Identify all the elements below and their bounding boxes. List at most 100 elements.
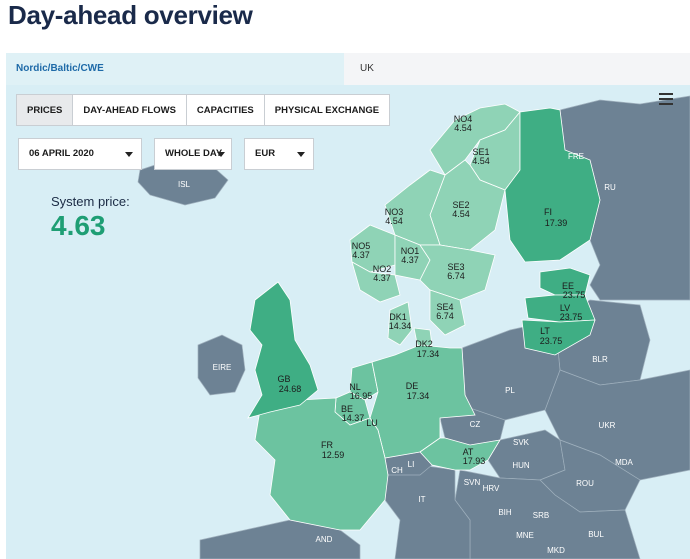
label-no5-code: NO5 xyxy=(352,241,371,251)
area-fr xyxy=(254,397,389,531)
label-no4-price: 4.54 xyxy=(454,123,472,133)
label-se1-code: SE1 xyxy=(472,147,489,157)
label-svn: SVN xyxy=(464,478,481,487)
label-se3-price: 6.74 xyxy=(447,271,465,281)
area-no2 xyxy=(351,261,401,303)
label-at-price: 17.93 xyxy=(463,456,486,466)
area-dk2 xyxy=(413,327,433,349)
label-and: AND xyxy=(316,535,333,544)
label-be-price: 14.37 xyxy=(342,413,365,423)
price-map: NO4 4.54 SE1 4.54 SE2 4.54 NO3 4.54 NO5 … xyxy=(137,95,690,559)
area-se3 xyxy=(419,244,496,301)
physical-exchange-button[interactable]: PHYSICAL EXCHANGE xyxy=(263,94,391,126)
label-lt-price: 23.75 xyxy=(540,336,563,346)
label-fi-price: 17.39 xyxy=(545,218,568,228)
label-dk2-price: 17.34 xyxy=(417,349,440,359)
day-ahead-flows-button[interactable]: DAY-AHEAD FLOWS xyxy=(72,94,187,126)
label-bih: BIH xyxy=(498,508,512,517)
label-fr-price: 12.59 xyxy=(322,450,345,460)
region-tabbar: Nordic/Baltic/CWE UK xyxy=(6,53,690,85)
label-at-code: AT xyxy=(463,447,474,457)
label-se4-code: SE4 xyxy=(436,302,453,312)
currency-value: EUR xyxy=(255,148,276,159)
page-title: Day-ahead overview xyxy=(8,0,253,30)
label-de-code: DE xyxy=(406,381,419,391)
label-se3-code: SE3 xyxy=(447,262,464,272)
label-hrv: HRV xyxy=(483,484,500,493)
label-be-code: BE xyxy=(341,404,353,414)
area-at xyxy=(419,437,501,471)
label-pl: PL xyxy=(505,386,515,395)
label-mda: MDA xyxy=(615,458,633,467)
label-de-price: 17.34 xyxy=(407,391,430,401)
label-hun: HUN xyxy=(512,461,530,470)
label-no3-price: 4.54 xyxy=(385,216,403,226)
label-blr: BLR xyxy=(592,355,608,364)
label-no2-price: 4.37 xyxy=(373,273,391,283)
system-price-label: System price: xyxy=(51,194,130,209)
label-se2-code: SE2 xyxy=(452,200,469,210)
label-srb: SRB xyxy=(533,511,549,520)
label-ee-price: 23.75 xyxy=(563,290,586,300)
label-dk1-price: 14.34 xyxy=(389,321,412,331)
capacities-button[interactable]: CAPACITIES xyxy=(185,94,265,126)
area-labels: NO4 4.54 SE1 4.54 SE2 4.54 NO3 4.54 NO5 … xyxy=(178,114,634,555)
label-cz: CZ xyxy=(470,420,481,429)
hamburger-menu-icon[interactable] xyxy=(659,93,673,105)
label-ee-code: EE xyxy=(562,281,574,291)
label-nl-code: NL xyxy=(349,382,361,392)
prices-button[interactable]: PRICES xyxy=(16,94,74,126)
country-ukr xyxy=(544,369,690,481)
currency-dropdown[interactable]: EUR xyxy=(244,138,314,170)
system-price-value: 4.63 xyxy=(51,210,106,241)
label-no5-price: 4.37 xyxy=(352,250,370,260)
label-svk: SVK xyxy=(513,438,530,447)
label-it: IT xyxy=(418,495,425,504)
chevron-down-icon xyxy=(297,152,305,157)
label-nl-price: 16.95 xyxy=(350,391,373,401)
label-fi-code: FI xyxy=(544,207,552,217)
label-se2-price: 4.54 xyxy=(452,209,470,219)
area-lt xyxy=(521,319,596,356)
area-gb xyxy=(247,281,319,419)
country-eire xyxy=(197,334,246,396)
label-lt-code: LT xyxy=(540,326,550,336)
label-eire: EIRE xyxy=(213,363,232,372)
date-dropdown[interactable]: 06 APRIL 2020 xyxy=(18,138,142,170)
view-button-group: PRICES DAY-AHEAD FLOWS CAPACITIES PHYSIC… xyxy=(16,94,391,126)
tab-nordic-baltic-cwe[interactable]: Nordic/Baltic/CWE xyxy=(6,53,344,85)
label-ch: CH xyxy=(391,466,403,475)
area-fi xyxy=(504,107,601,263)
label-ukr: UKR xyxy=(599,421,616,430)
label-fre: FRE xyxy=(568,152,584,161)
label-isl: ISL xyxy=(178,180,191,189)
label-gb-price: 24.68 xyxy=(279,384,302,394)
label-dk2-code: DK2 xyxy=(415,339,433,349)
label-no2-code: NO2 xyxy=(373,264,392,274)
area-se4 xyxy=(429,289,466,336)
label-no4-code: NO4 xyxy=(454,114,473,124)
label-li: LI xyxy=(408,460,415,469)
chevron-down-icon xyxy=(217,152,225,157)
tab-uk[interactable]: UK xyxy=(344,53,690,85)
label-no1-code: NO1 xyxy=(401,246,420,256)
label-mne: MNE xyxy=(516,531,534,540)
label-fr-code: FR xyxy=(321,440,333,450)
area-dk1 xyxy=(387,301,413,346)
label-rou: ROU xyxy=(576,479,594,488)
label-se1-price: 4.54 xyxy=(472,156,490,166)
label-mkd: MKD xyxy=(547,546,565,555)
label-bul: BUL xyxy=(588,530,604,539)
period-value: WHOLE DAY xyxy=(165,148,223,159)
label-ru: RU xyxy=(604,183,616,192)
period-dropdown[interactable]: WHOLE DAY xyxy=(154,138,232,170)
label-no3-code: NO3 xyxy=(385,207,404,217)
label-lv-price: 23.75 xyxy=(560,312,583,322)
map-area[interactable]: NO4 4.54 SE1 4.54 SE2 4.54 NO3 4.54 NO5 … xyxy=(6,85,690,559)
label-gb-code: GB xyxy=(277,374,290,384)
label-lu: LU xyxy=(366,418,378,428)
chevron-down-icon xyxy=(125,152,133,157)
area-nl xyxy=(349,361,379,401)
label-no1-price: 4.37 xyxy=(401,255,419,265)
label-se4-price: 6.74 xyxy=(436,311,454,321)
